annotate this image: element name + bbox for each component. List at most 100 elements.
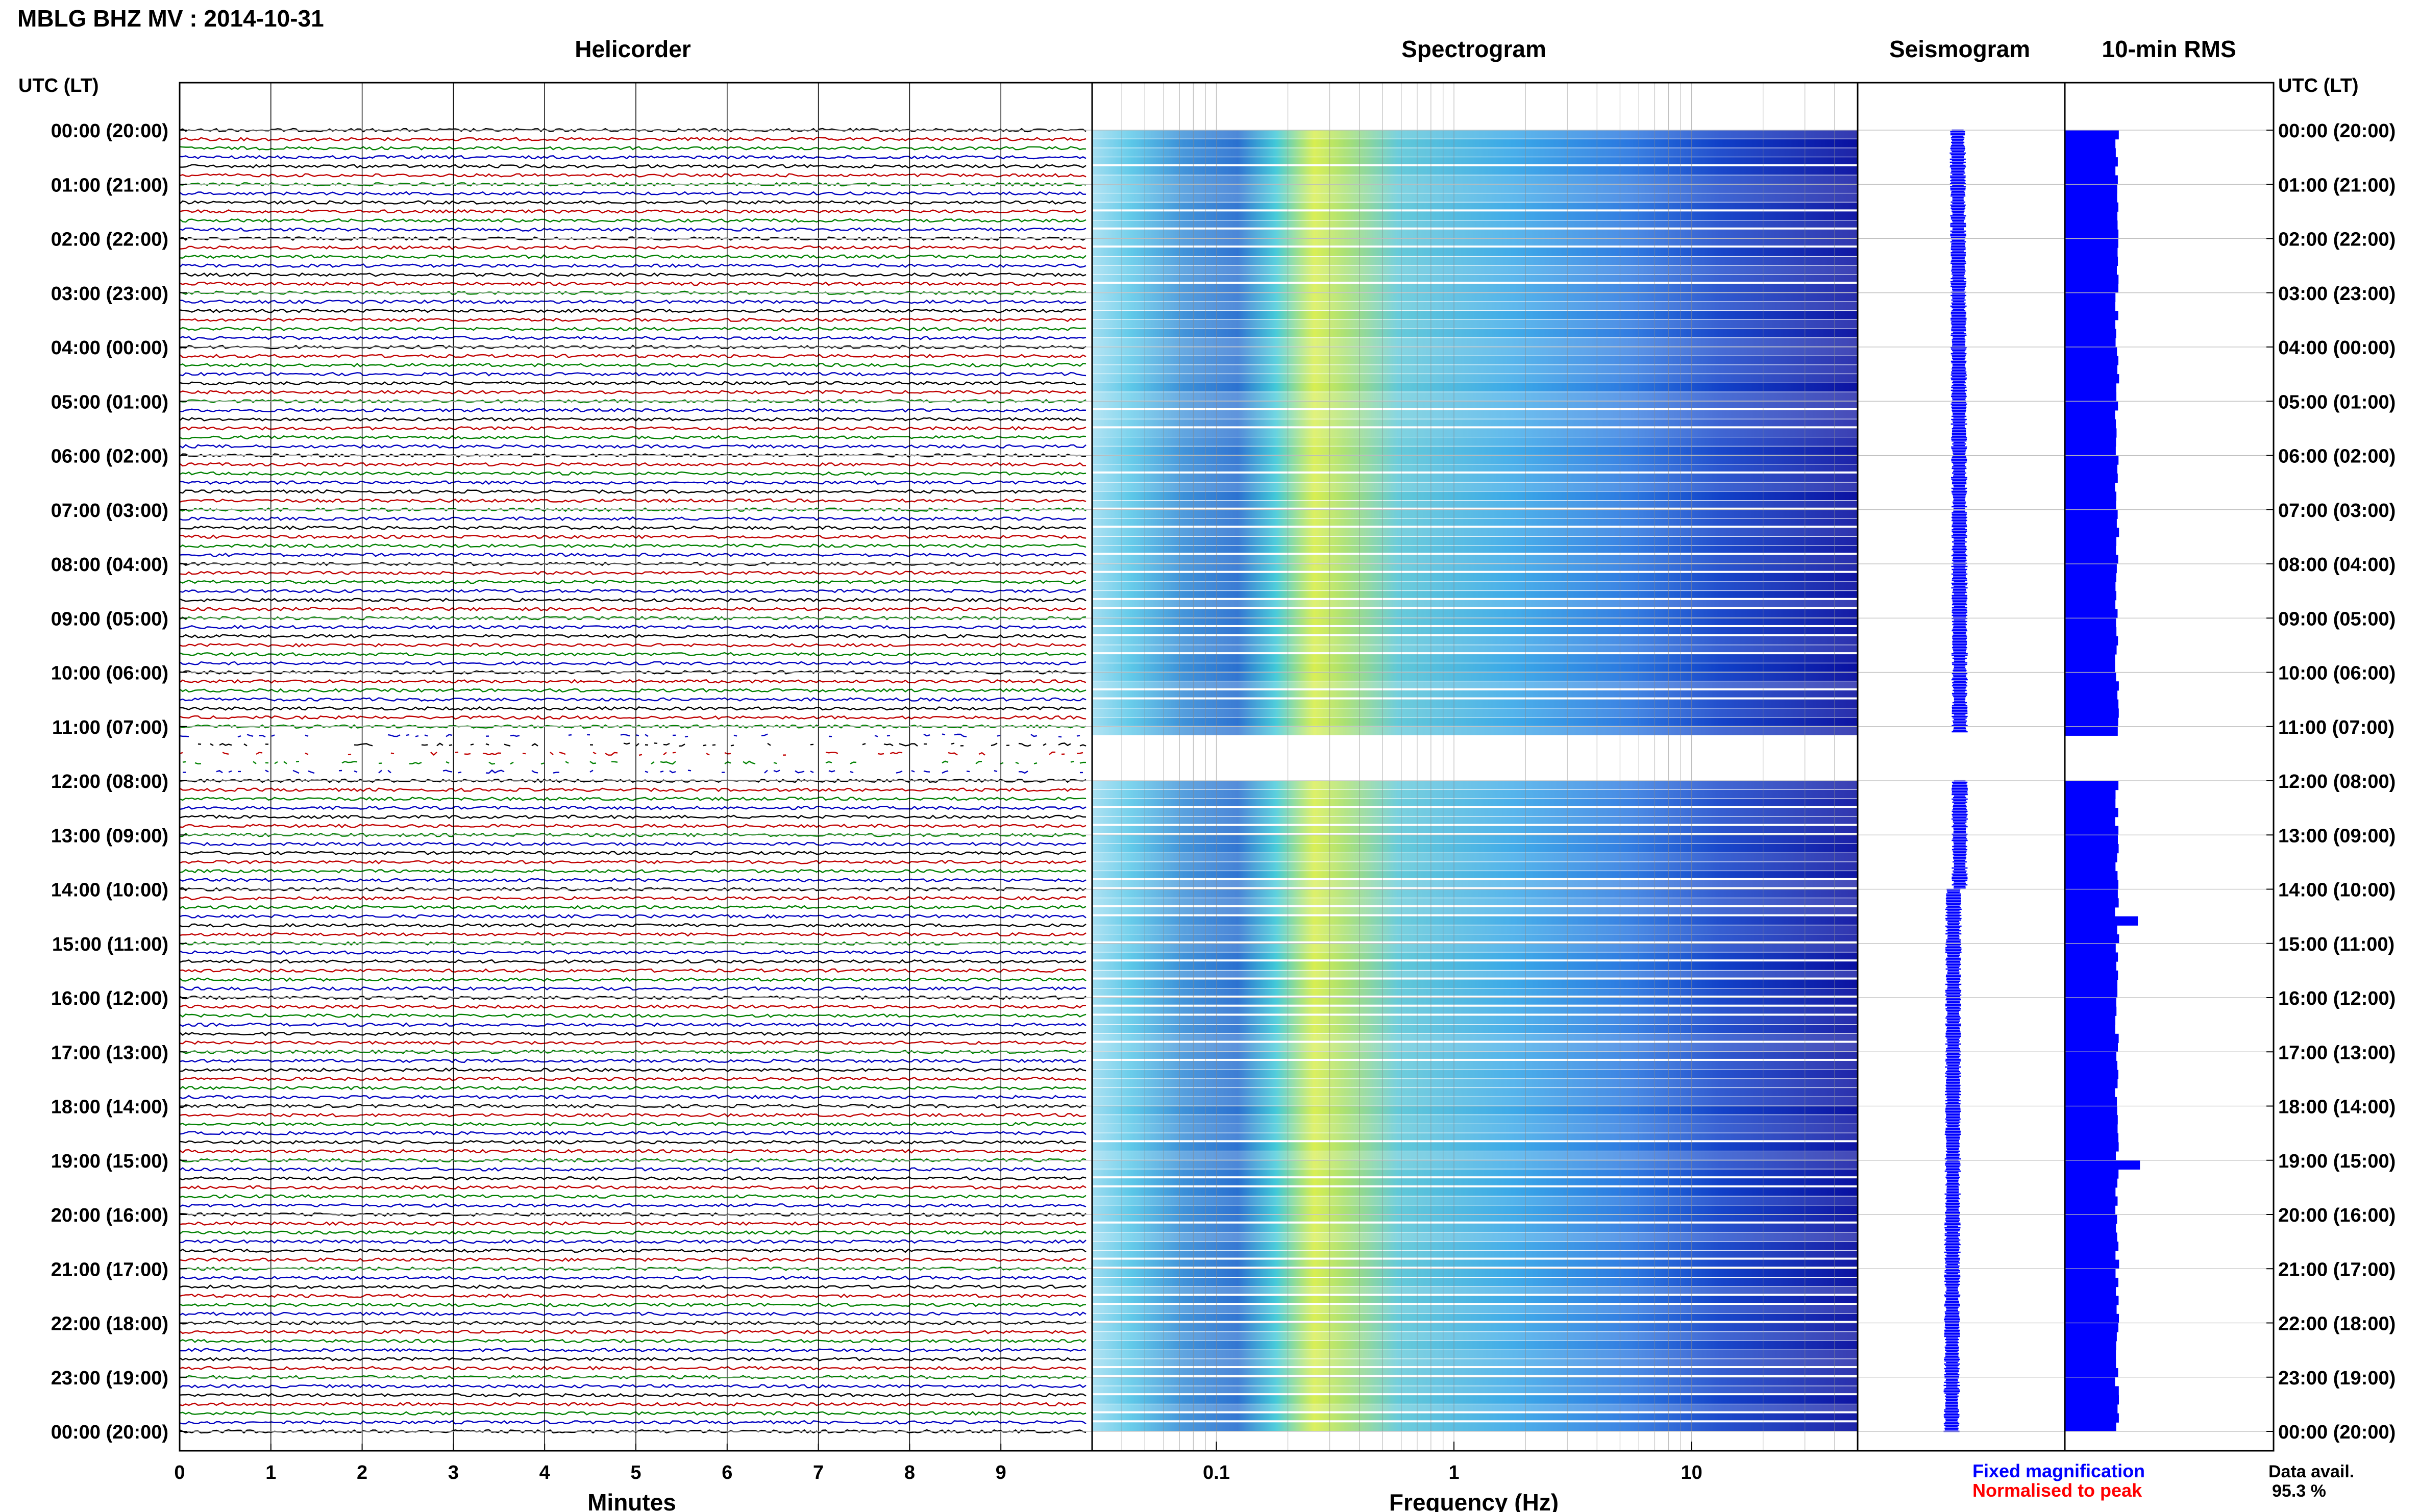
helicorder-trace xyxy=(179,254,1087,259)
helicorder-trace xyxy=(180,480,1087,485)
rms-bar xyxy=(2065,1242,2118,1251)
spectrogram-band xyxy=(1092,1178,1858,1185)
spectrogram-band xyxy=(1092,401,1858,408)
spectrogram-band xyxy=(1092,970,1858,978)
helicorder-trace xyxy=(179,1366,1087,1371)
time-label-left: 18:00 (14:00) xyxy=(51,1097,168,1118)
rms-bar xyxy=(2065,1006,2117,1016)
rms-bar xyxy=(2065,166,2116,176)
helicorder-trace xyxy=(179,281,1087,286)
helicorder-trace xyxy=(179,670,1087,675)
spectrogram-band xyxy=(1092,898,1858,905)
helicorder-trace xyxy=(179,218,1087,223)
rms-bar xyxy=(2065,1377,2115,1386)
helicorder-trace xyxy=(179,598,1087,603)
helicorder-trace xyxy=(179,797,1087,801)
spectrogram-band xyxy=(1092,265,1858,275)
spectrogram-band xyxy=(1092,202,1858,210)
rms-bar xyxy=(2065,175,2118,185)
spectrogram-band xyxy=(1092,292,1858,302)
helicorder-trace xyxy=(179,1185,1087,1190)
spectrogram-band xyxy=(1092,1250,1858,1258)
spectrogram-band xyxy=(1092,880,1858,887)
spectrogram-band xyxy=(1092,1350,1858,1359)
helicorder-trace xyxy=(179,679,1087,684)
spectrogram-band xyxy=(1092,428,1858,437)
rms-bar xyxy=(2065,1124,2118,1134)
time-label-right: 04:00 (00:00) xyxy=(2278,337,2396,359)
rms-bar xyxy=(2065,1115,2118,1125)
rms-title: 10-min RMS xyxy=(2102,36,2236,62)
helicorder-trace xyxy=(179,959,1087,964)
helicorder-trace xyxy=(179,1203,1087,1208)
rms-bar xyxy=(2065,528,2119,537)
minute-tick-label: 1 xyxy=(265,1462,276,1483)
spectrogram-band xyxy=(1092,1313,1858,1321)
spectrogram-band xyxy=(1092,392,1858,401)
time-label-right: 14:00 (10:00) xyxy=(2278,880,2396,901)
helicorder-trace xyxy=(179,1221,1087,1226)
rms-bar xyxy=(2065,853,2117,862)
time-label-right: 01:00 (21:00) xyxy=(2278,175,2396,196)
rms-bar xyxy=(2065,1160,2140,1170)
rms-bar xyxy=(2065,184,2117,194)
helicorder-trace xyxy=(179,923,1087,928)
spectrogram-band xyxy=(1092,482,1858,491)
helicorder-trace xyxy=(179,362,1087,367)
rms-bar xyxy=(2065,998,2116,1007)
time-label-right: 19:00 (15:00) xyxy=(2278,1151,2396,1172)
rms-bar xyxy=(2065,898,2119,908)
rms-bar xyxy=(2065,356,2118,365)
helicorder-trace xyxy=(179,444,1087,449)
time-label-right: 22:00 (18:00) xyxy=(2278,1313,2396,1335)
rms-bar xyxy=(2065,1033,2119,1044)
time-label-right: 15:00 (11:00) xyxy=(2278,934,2395,955)
rms-bar xyxy=(2065,1205,2115,1215)
helicorder-trace xyxy=(179,778,1087,783)
spectrogram-band xyxy=(1092,347,1858,356)
spectrogram-band xyxy=(1092,799,1858,806)
rms-bar xyxy=(2065,428,2117,438)
spectrogram-band xyxy=(1092,455,1858,464)
helicorder-panel xyxy=(179,83,1087,1451)
helicorder-trace xyxy=(179,399,1087,404)
rms-bar xyxy=(2065,536,2116,547)
time-label-left: 11:00 (07:00) xyxy=(52,717,168,738)
rms-bar xyxy=(2065,275,2119,284)
spectrogram-band xyxy=(1092,1386,1858,1394)
rms-bar xyxy=(2065,573,2116,582)
rms-bar xyxy=(2065,365,2117,375)
axis-ticks: 0 1 2 3 4 5 6 7 8 9 0.1 1 10 xyxy=(174,1442,1702,1483)
rms-bar xyxy=(2065,1269,2116,1278)
hour-gridlines xyxy=(180,130,2274,1432)
helicorder-trace xyxy=(179,1176,1087,1181)
rms-bar xyxy=(2065,970,2118,980)
utc-lt-label-right: UTC (LT) xyxy=(2278,75,2359,96)
rms-bar xyxy=(2065,1015,2115,1025)
spectrogram-band xyxy=(1092,1395,1858,1404)
spectrogram-band xyxy=(1092,1187,1858,1196)
helicorder-trace xyxy=(179,1167,1087,1172)
time-label-left: 10:00 (06:00) xyxy=(51,663,168,684)
time-label-left: 05:00 (01:00) xyxy=(51,391,168,413)
rms-bar xyxy=(2065,555,2118,564)
spectrogram-band xyxy=(1092,1169,1858,1177)
helicorder-trace xyxy=(179,453,1087,458)
panel-frames xyxy=(179,82,2275,1452)
rms-bar xyxy=(2065,907,2115,917)
helicorder-trace xyxy=(179,968,1087,973)
rms-bar xyxy=(2065,681,2119,691)
spectrogram-band xyxy=(1092,1269,1858,1277)
spectrogram-band xyxy=(1092,627,1858,634)
spectrogram-band xyxy=(1092,988,1858,996)
rms-bar xyxy=(2065,1332,2117,1342)
minute-tick-label: 4 xyxy=(539,1462,550,1483)
rms-bar xyxy=(2065,1296,2119,1305)
rms-bar xyxy=(2065,229,2118,239)
rms-bar xyxy=(2065,455,2119,465)
spectrogram-band xyxy=(1092,609,1858,618)
helicorder-trace xyxy=(179,128,1087,133)
helicorder-trace xyxy=(179,417,1087,422)
rms-bar xyxy=(2065,880,2118,889)
helicorder-trace xyxy=(179,571,1087,576)
